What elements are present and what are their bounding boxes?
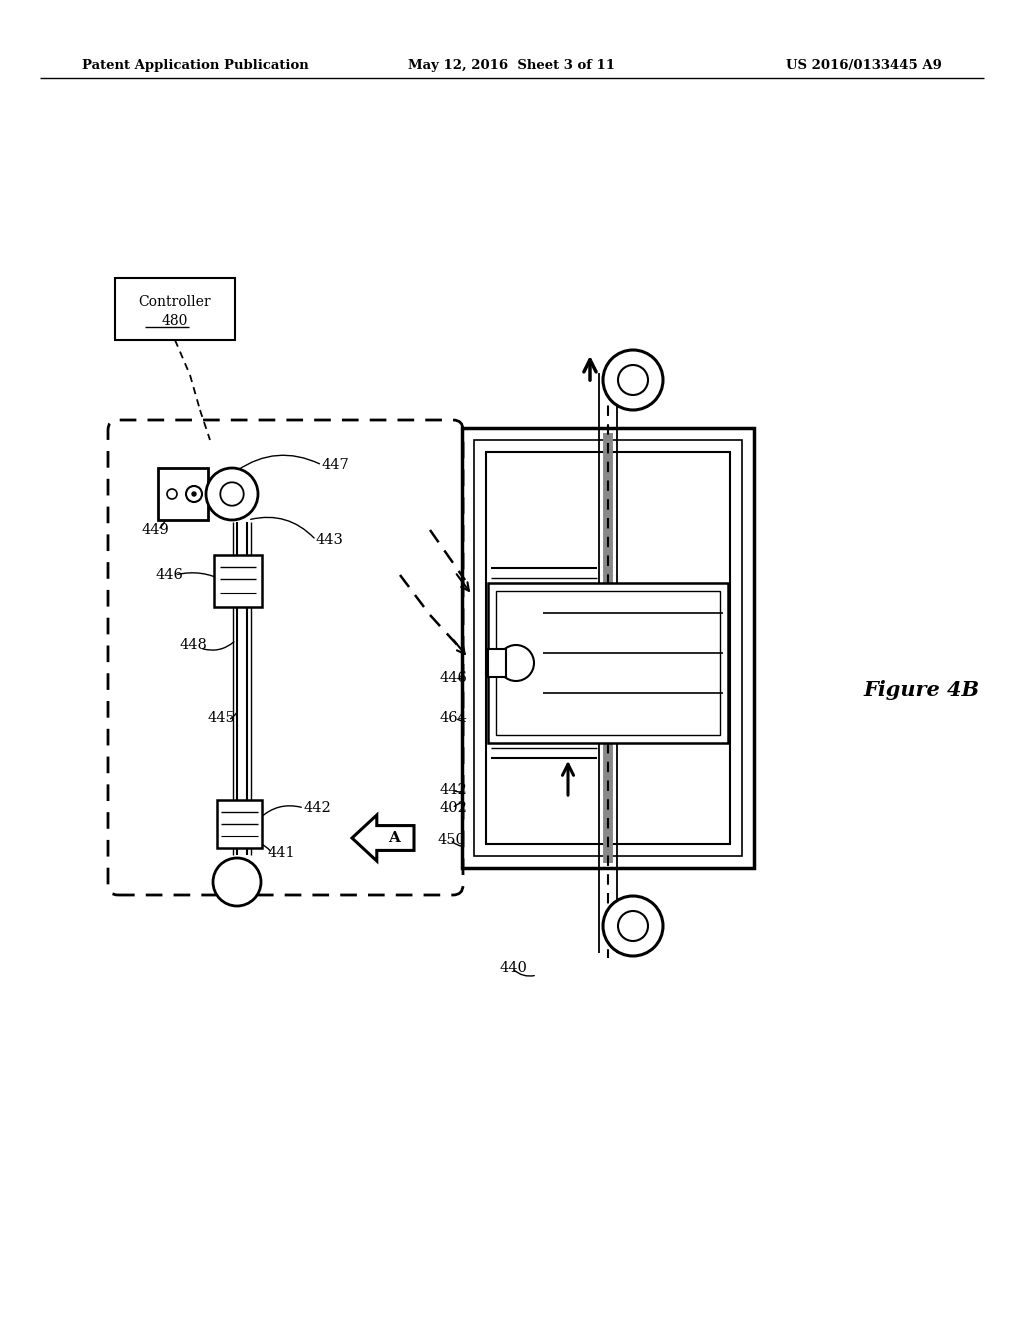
Text: 450: 450 (438, 833, 466, 847)
Bar (462, 428, 754, 869)
Circle shape (213, 858, 261, 906)
Text: Controller: Controller (138, 294, 211, 309)
Circle shape (618, 911, 648, 941)
Circle shape (603, 350, 663, 411)
Text: 403: 403 (548, 698, 575, 711)
Bar (488, 583, 728, 743)
Bar (488, 649, 506, 677)
Text: Figure 4B: Figure 4B (863, 680, 979, 700)
Bar (158, 469, 208, 520)
Text: 464: 464 (440, 711, 468, 725)
Bar (486, 451, 730, 843)
Text: US 2016/0133445 A9: US 2016/0133445 A9 (786, 58, 942, 71)
Circle shape (186, 486, 202, 502)
Text: 446: 446 (440, 671, 468, 685)
Text: 406: 406 (582, 556, 610, 570)
Bar (474, 440, 742, 855)
Bar (115, 279, 234, 341)
Circle shape (498, 645, 534, 681)
Text: Patent Application Publication: Patent Application Publication (82, 58, 309, 71)
Bar (496, 591, 720, 735)
Text: May 12, 2016  Sheet 3 of 11: May 12, 2016 Sheet 3 of 11 (409, 58, 615, 71)
Text: 442: 442 (440, 783, 468, 797)
Text: 440: 440 (500, 961, 528, 975)
Text: 442: 442 (304, 801, 332, 814)
Text: 441: 441 (268, 846, 296, 861)
Circle shape (167, 488, 177, 499)
Text: 445: 445 (208, 711, 236, 725)
Circle shape (618, 366, 648, 395)
Text: 449: 449 (142, 523, 170, 537)
Text: 447: 447 (322, 458, 350, 473)
Circle shape (193, 492, 196, 496)
Bar (214, 554, 262, 607)
Circle shape (206, 469, 258, 520)
Text: 480: 480 (162, 314, 188, 327)
Text: 448: 448 (180, 638, 208, 652)
Text: 402: 402 (440, 801, 468, 814)
Circle shape (603, 896, 663, 956)
Bar (217, 800, 262, 847)
Circle shape (220, 482, 244, 506)
Text: A: A (388, 832, 400, 845)
Text: 446: 446 (155, 568, 183, 582)
Text: 443: 443 (316, 533, 344, 546)
